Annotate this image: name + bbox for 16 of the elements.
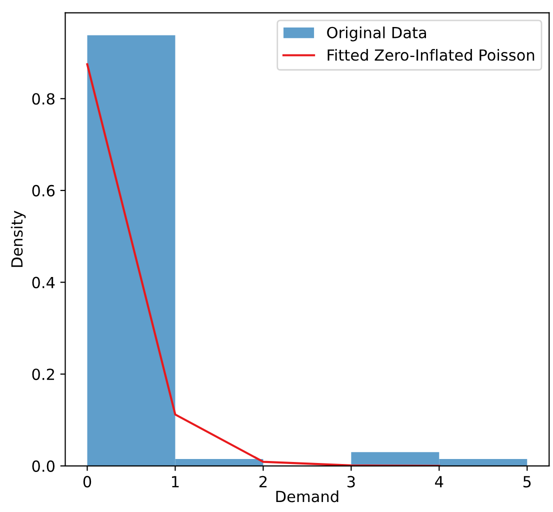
y-tick-label: 0.8 xyxy=(32,93,54,105)
legend-label: Original Data xyxy=(327,26,426,42)
x-tick-label: 5 xyxy=(523,476,531,488)
legend-label: Fitted Zero-Inflated Poisson xyxy=(328,48,534,61)
x-tick-label: 0 xyxy=(83,476,92,488)
x-axis-title: Demand xyxy=(276,490,338,502)
y-axis-title: Density xyxy=(10,210,26,267)
y-tick-label: 0.0 xyxy=(32,460,55,472)
x-tick-label: 2 xyxy=(259,476,267,488)
x-tick-label: 1 xyxy=(172,476,179,488)
line-series xyxy=(86,63,440,466)
x-tick-label: 4 xyxy=(435,476,444,488)
x-tick-label: 3 xyxy=(347,476,355,488)
y-tick-label: 0.4 xyxy=(32,276,55,288)
y-tick-label: 0.2 xyxy=(32,368,54,380)
y-tick-label: 0.6 xyxy=(32,184,55,196)
